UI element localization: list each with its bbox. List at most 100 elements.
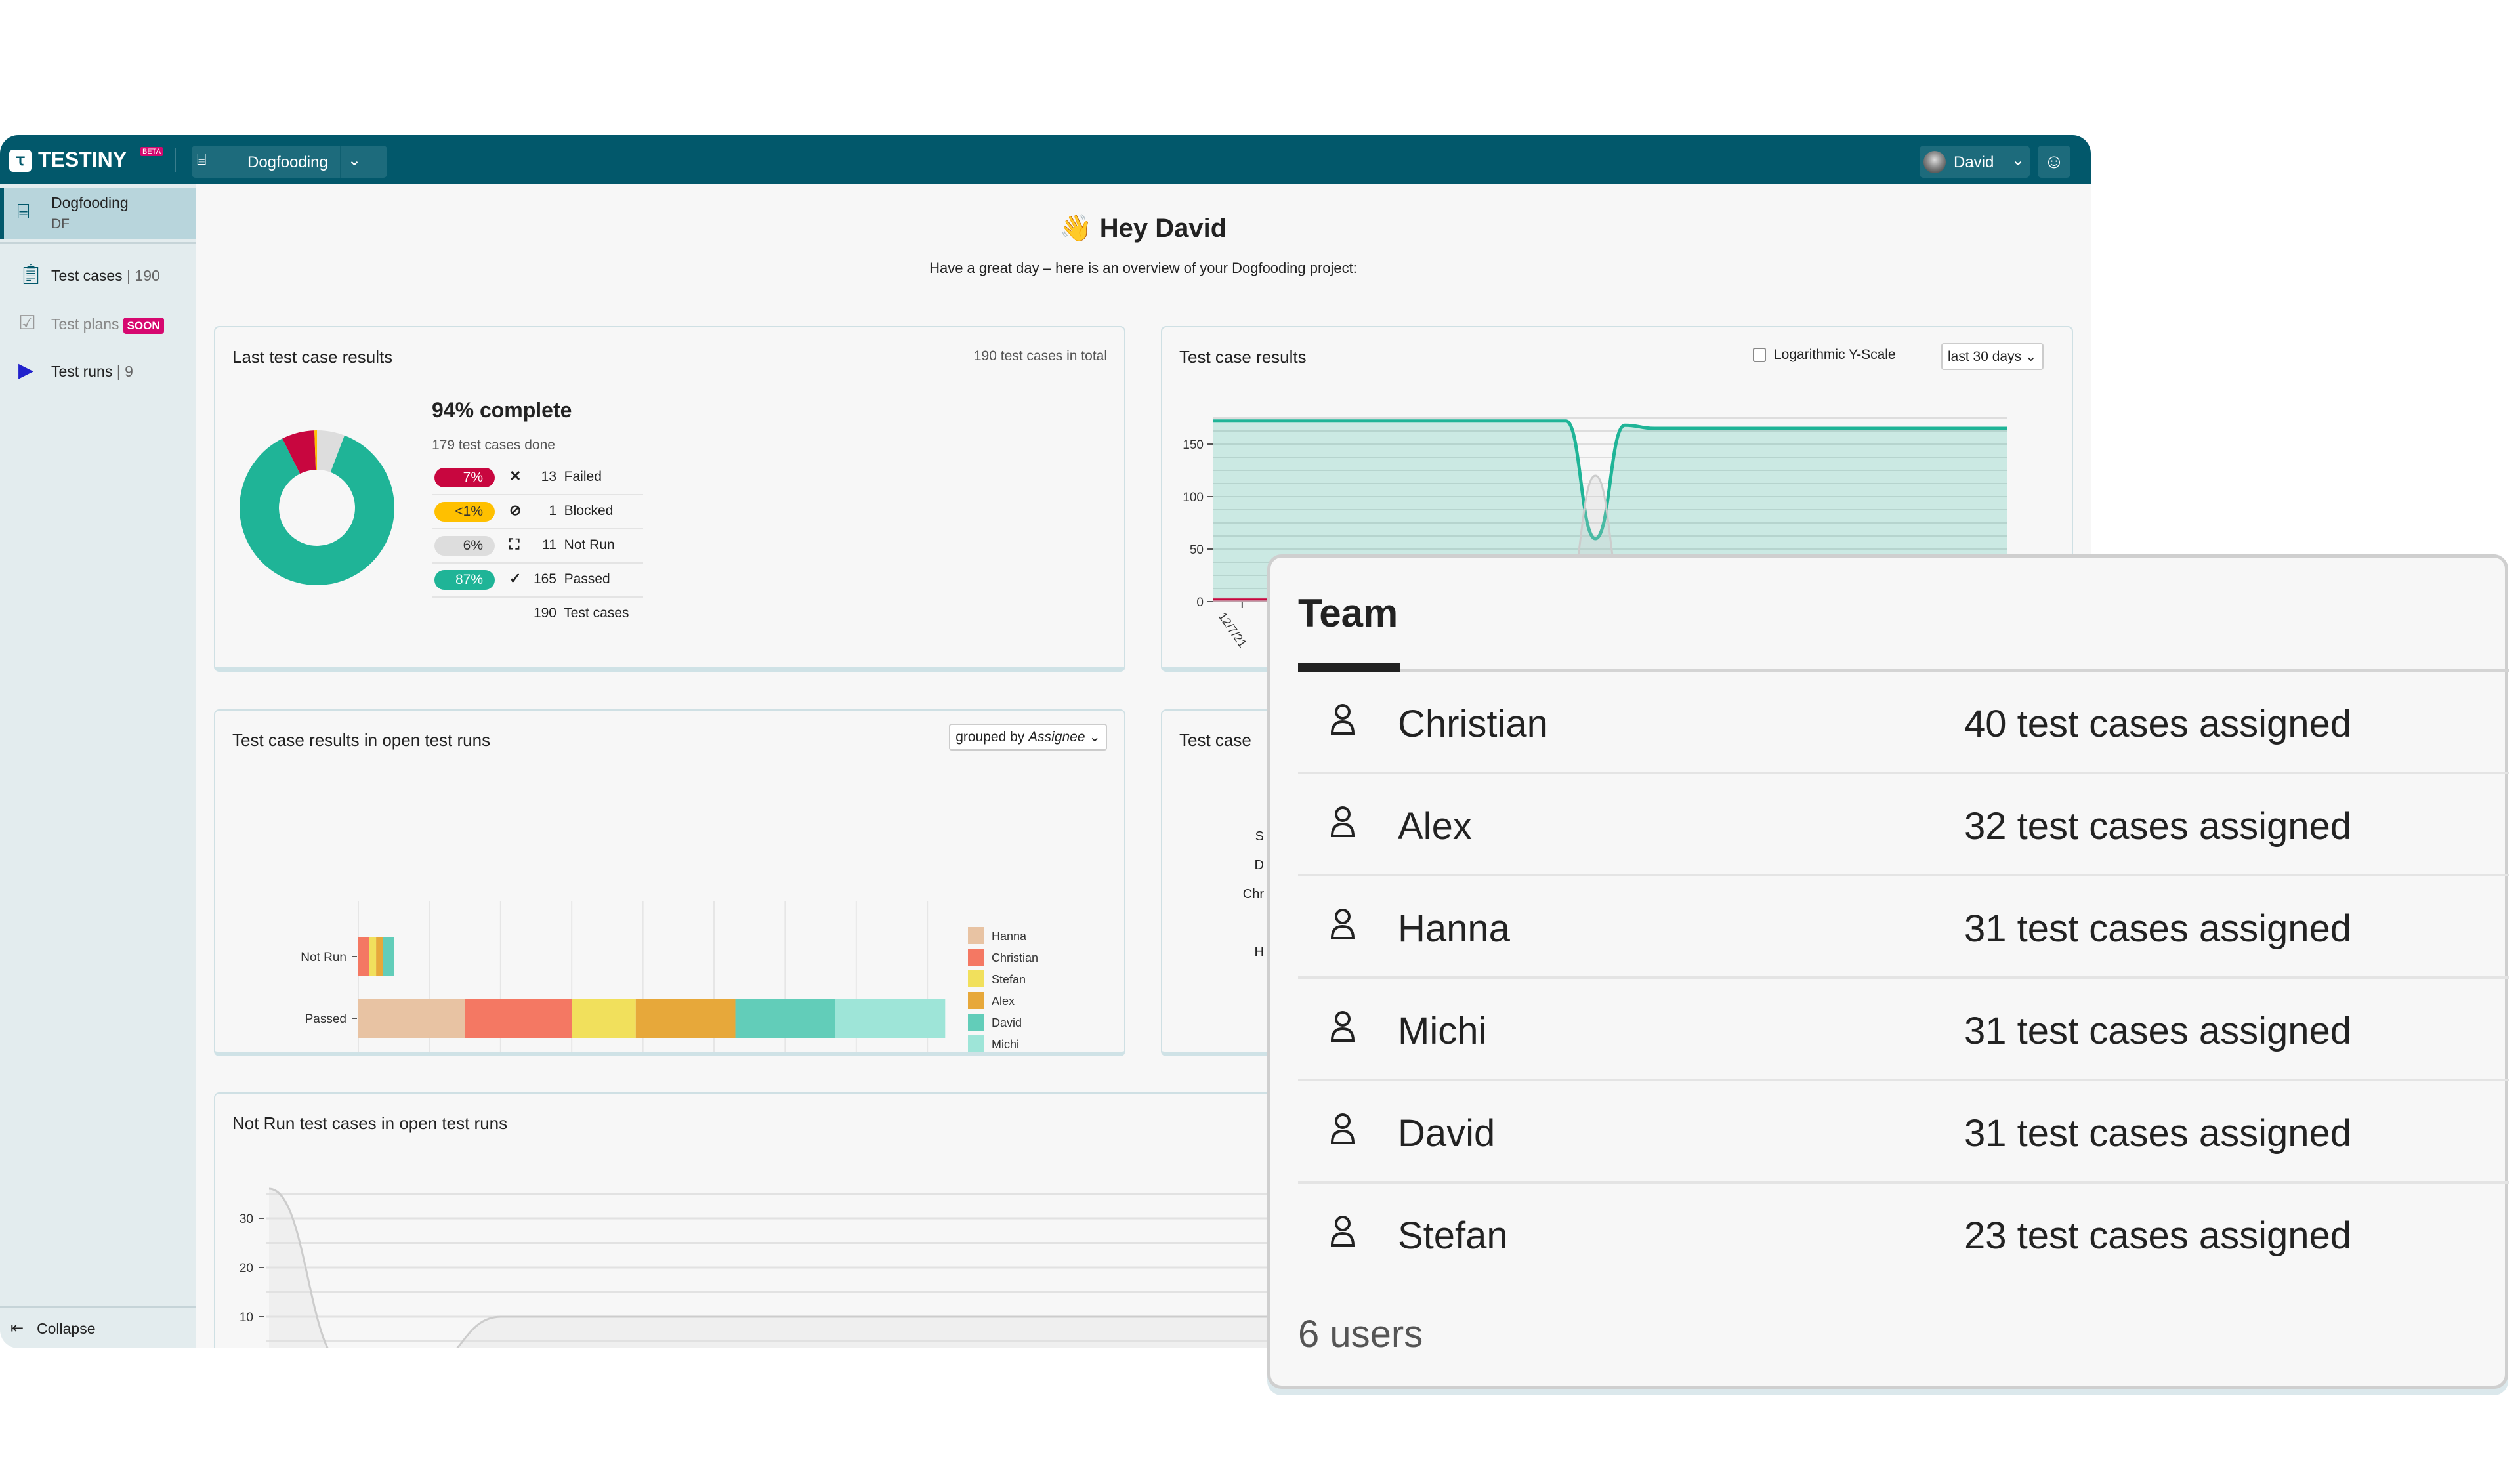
result-count: 13 [541, 469, 556, 484]
clipboard-check-icon: ☑ [18, 312, 36, 334]
group-value: Assignee [1028, 730, 1085, 745]
team-member-row[interactable]: Michi 31 test cases assigned [1298, 979, 2509, 1081]
bar-passed-stefan [572, 999, 636, 1038]
legend-label: Michi [992, 1038, 1019, 1051]
range-select[interactable]: last 30 days ⌄ [1941, 343, 2044, 370]
y-tick-label: 100 [1183, 491, 1204, 505]
chevron-down-icon: ⌄ [1089, 730, 1101, 745]
bar-passed-michi [835, 999, 946, 1038]
y-tick-label: 10 [240, 1311, 253, 1325]
smiley-feedback-icon[interactable]: ☺ [2038, 146, 2070, 178]
sidebar-item-test-runs[interactable]: ▶ Test runs | 9 [0, 351, 196, 390]
result-row-blocked: <1% ⊘ 1 Blocked [432, 495, 643, 529]
sidebar-item-label: Test runs [51, 363, 113, 380]
beta-badge: BETA [140, 147, 163, 156]
assigned-count: 31 test cases assigned [1964, 907, 2352, 950]
legend-swatch-christian [968, 949, 984, 966]
divider [175, 148, 176, 172]
project-key: DF [51, 216, 70, 232]
project-name: Dogfooding [51, 194, 129, 211]
percent-pill: 6% [434, 536, 495, 556]
team-member-row[interactable]: Hanna 31 test cases assigned [1298, 876, 2509, 979]
team-member-row[interactable]: Christian 40 test cases assigned [1298, 672, 2509, 774]
stacked-bar-chart: 050100150Not RunPassedFailedHannaChristi… [301, 901, 1038, 1052]
y-tick-label: 20 [240, 1262, 253, 1275]
sidebar-project[interactable]: ⌸ Dogfooding DF [0, 188, 196, 239]
divider [340, 146, 341, 178]
sidebar-item-label: Test cases [51, 267, 123, 284]
legend-label: Stefan [992, 973, 1026, 986]
user-count: 6 users [1298, 1313, 1423, 1355]
chevron-down-icon[interactable]: ⌄ [348, 152, 362, 169]
member-name: Michi [1398, 1010, 1487, 1052]
bar-passed-david [735, 999, 835, 1038]
member-name: Christian [1398, 703, 1548, 745]
x-tick-label: 12/7/21 [1216, 610, 1250, 650]
sidebar-item-test-cases[interactable]: 📋︎ Test cases | 190 [0, 255, 196, 295]
testiny-logo-icon[interactable]: ꚍ [9, 150, 32, 172]
assigned-count: 31 test cases assigned [1964, 1112, 2352, 1155]
chevron-down-icon[interactable]: ⌄ [2011, 152, 2025, 169]
bar-passed-alex [635, 999, 736, 1038]
user-icon [1330, 1216, 1355, 1247]
bar-not-run-david [383, 937, 394, 976]
collapse-sidebar-icon: ⇤ [10, 1319, 24, 1337]
team-panel: Team Christian 40 test cases assigned Al… [1267, 554, 2509, 1389]
divider [0, 242, 196, 244]
user-icon [1330, 1011, 1355, 1042]
sidebar: ⌸ Dogfooding DF 📋︎ Test cases | 190 ☑ Te… [0, 184, 196, 1348]
blocked-status-icon: ⊘ [509, 502, 522, 518]
percent-pill: <1% [434, 502, 495, 522]
card-title: Test case results in open test runs [232, 730, 491, 750]
clipboard-list-icon: 📋︎ [18, 264, 44, 285]
chevron-down-icon: ⌄ [2025, 349, 2037, 364]
user-menu[interactable]: David ⌄ [1920, 146, 2030, 178]
bar-not-run-alex [376, 937, 383, 976]
top-bar: ꚍ TESTINY BETA ⌸ Dogfooding ⌄ David ⌄ ☺ [0, 135, 2091, 184]
donut-chart [240, 430, 394, 585]
user-icon [1330, 1113, 1355, 1144]
team-member-row[interactable]: David 31 test cases assigned [1298, 1081, 2509, 1184]
divider [1298, 669, 2509, 672]
group-prefix: grouped by [956, 730, 1025, 745]
member-name: David [1398, 1112, 1496, 1155]
log-scale-label: Logarithmic Y-Scale [1774, 347, 1896, 362]
range-value: last 30 days [1948, 349, 2022, 364]
donut-slice-not-run [317, 430, 345, 472]
result-label: Passed [564, 571, 610, 587]
result-label: Failed [564, 469, 602, 484]
brand-name[interactable]: TESTINY [38, 148, 127, 171]
page-subtitle: Have a great day – here is an overview o… [929, 260, 1357, 276]
legend-swatch-alex [968, 992, 984, 1009]
user-icon [1330, 806, 1355, 837]
result-row-passed: 87% ✓ 165 Passed [432, 564, 643, 598]
group-by-select[interactable]: grouped by Assignee ⌄ [949, 724, 1107, 751]
sidebar-item-count: | 190 [127, 267, 160, 284]
team-member-row[interactable]: Stefan 23 test cases assigned [1298, 1184, 2509, 1286]
assigned-count: 23 test cases assigned [1964, 1214, 2352, 1257]
result-count: 165 [533, 571, 556, 587]
log-scale-checkbox[interactable]: Logarithmic Y-Scale [1753, 347, 1896, 363]
avatar [1923, 151, 1946, 173]
member-name: Hanna [1398, 907, 1510, 950]
project-selector[interactable]: ⌸ Dogfooding ⌄ [192, 146, 387, 178]
assigned-count: 31 test cases assigned [1964, 1010, 2352, 1052]
checkbox[interactable] [1753, 348, 1766, 362]
legend-label: Christian [992, 951, 1038, 964]
collapse-label: Collapse [37, 1320, 96, 1337]
collapse-button[interactable]: ⇤ Collapse [0, 1306, 196, 1348]
total-count: 190 [533, 606, 556, 621]
result-row-failed: 7% ✕ 13 Failed [432, 461, 643, 495]
tab-team-active[interactable] [1298, 663, 1400, 672]
sidebar-item-test-plans[interactable]: ☑ Test plans SOON [0, 304, 196, 343]
member-name: Alex [1398, 805, 1472, 848]
results-legend: 7% ✕ 13 Failed <1% ⊘ 1 Blocked 6% ⛶ 11 Not… [432, 461, 643, 638]
failed-status-icon: ✕ [509, 468, 522, 484]
passed-status-icon: ✓ [509, 570, 522, 587]
team-member-row[interactable]: Alex 32 test cases assigned [1298, 774, 2509, 876]
user-icon [1330, 909, 1355, 939]
axis-label: H [1254, 945, 1264, 959]
not-run-status-icon: ⛶ [509, 536, 520, 552]
card-title: Test case [1179, 730, 1251, 750]
assigned-count: 32 test cases assigned [1964, 805, 2352, 848]
